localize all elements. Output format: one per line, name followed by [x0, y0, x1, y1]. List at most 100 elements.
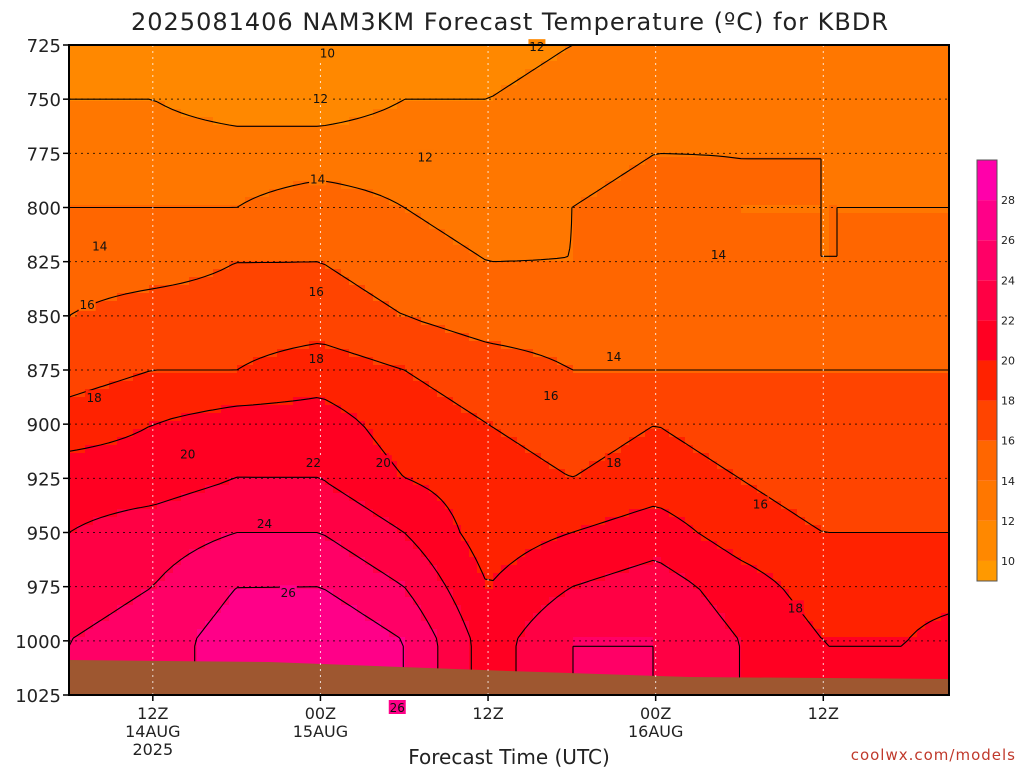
field-cell [141, 93, 150, 102]
field-cell [565, 285, 574, 294]
field-cell [141, 205, 150, 214]
field-cell [453, 325, 462, 334]
field-cell [869, 205, 878, 214]
field-cell [765, 285, 774, 294]
field-cell [317, 405, 326, 414]
field-cell [613, 325, 622, 334]
field-cell [93, 125, 102, 134]
field-cell [637, 317, 646, 326]
field-cell [621, 125, 630, 134]
field-cell [141, 317, 150, 326]
field-cell [941, 285, 949, 294]
field-cell [909, 165, 918, 174]
field-cell [333, 381, 342, 390]
field-cell [197, 85, 206, 94]
field-cell [637, 245, 646, 254]
field-cell [765, 101, 774, 110]
field-cell [645, 221, 654, 230]
field-cell [245, 333, 254, 342]
field-cell [813, 173, 822, 182]
field-cell [469, 197, 478, 206]
field-cell [557, 77, 566, 86]
field-cell [765, 53, 774, 62]
field-cell [797, 237, 806, 246]
field-cell [157, 133, 166, 142]
field-cell [293, 101, 302, 110]
field-cell [269, 237, 278, 246]
field-cell [885, 341, 894, 350]
field-cell [685, 205, 694, 214]
field-cell [845, 309, 854, 318]
field-cell [549, 117, 558, 126]
field-cell [797, 69, 806, 78]
field-cell [925, 85, 934, 94]
field-cell [149, 285, 158, 294]
field-cell [637, 189, 646, 198]
field-cell [333, 133, 342, 142]
field-cell [717, 125, 726, 134]
field-cell [637, 381, 646, 390]
field-cell [181, 125, 190, 134]
field-cell [557, 85, 566, 94]
field-cell [365, 77, 374, 86]
field-cell [685, 309, 694, 318]
field-cell [917, 189, 926, 198]
field-cell [109, 109, 118, 118]
field-cell [245, 117, 254, 126]
field-cell [237, 405, 246, 414]
field-cell [213, 213, 222, 222]
field-cell [93, 69, 102, 78]
field-cell [293, 381, 302, 390]
field-cell [717, 197, 726, 206]
field-cell [101, 213, 110, 222]
field-cell [357, 365, 366, 374]
field-cell [485, 253, 494, 262]
field-cell [229, 269, 238, 278]
field-cell [349, 141, 358, 150]
field-cell [541, 53, 550, 62]
field-cell [381, 373, 390, 382]
field-cell [85, 173, 94, 182]
field-cell [557, 141, 566, 150]
field-cell [77, 181, 86, 190]
field-cell [893, 309, 902, 318]
field-cell [173, 325, 182, 334]
field-cell [573, 293, 582, 302]
field-cell [901, 117, 910, 126]
field-cell [925, 101, 934, 110]
field-cell [917, 253, 926, 262]
field-cell [877, 349, 886, 358]
field-cell [69, 101, 78, 110]
field-cell [253, 189, 262, 198]
field-cell [453, 165, 462, 174]
field-cell [901, 157, 910, 166]
field-cell [829, 317, 838, 326]
field-cell [141, 85, 150, 94]
field-cell [653, 221, 662, 230]
field-cell [773, 373, 782, 382]
field-cell [789, 61, 798, 70]
field-cell [909, 69, 918, 78]
field-cell [141, 381, 150, 390]
field-cell [661, 285, 670, 294]
field-cell [189, 117, 198, 126]
field-cell [517, 261, 526, 270]
field-cell [325, 293, 334, 302]
field-cell [493, 205, 502, 214]
field-cell [533, 373, 542, 382]
field-cell [365, 157, 374, 166]
field-cell [565, 69, 574, 78]
field-cell [725, 397, 734, 406]
field-cell [645, 69, 654, 78]
field-cell [397, 213, 406, 222]
field-cell [781, 293, 790, 302]
field-cell [109, 125, 118, 134]
field-cell [349, 53, 358, 62]
field-cell [221, 165, 230, 174]
field-cell [501, 317, 510, 326]
field-cell [661, 133, 670, 142]
field-cell [725, 61, 734, 70]
field-cell [69, 133, 78, 142]
field-cell [693, 117, 702, 126]
field-cell [613, 101, 622, 110]
